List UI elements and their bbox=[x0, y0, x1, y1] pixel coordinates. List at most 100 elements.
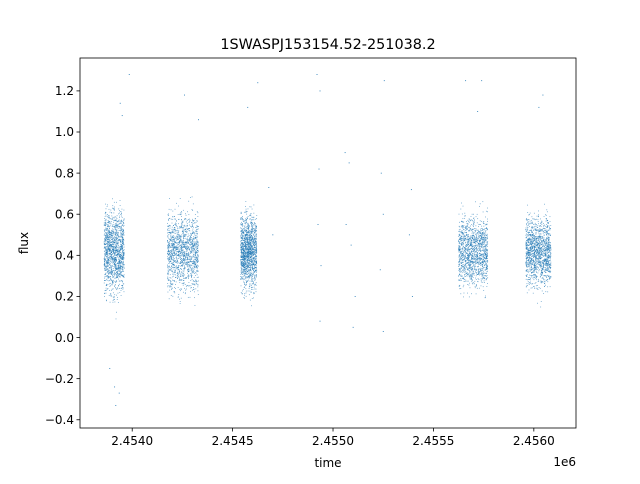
data-point bbox=[250, 214, 252, 216]
data-point bbox=[240, 249, 242, 251]
data-point bbox=[467, 269, 469, 271]
data-point bbox=[109, 260, 110, 262]
data-point bbox=[255, 230, 257, 232]
data-point bbox=[177, 253, 179, 255]
data-point bbox=[177, 261, 179, 263]
data-point bbox=[109, 301, 111, 303]
data-point bbox=[113, 249, 114, 251]
data-point bbox=[459, 260, 460, 262]
data-point bbox=[107, 225, 109, 227]
data-point bbox=[176, 232, 178, 234]
data-point bbox=[481, 227, 483, 229]
data-point bbox=[241, 234, 242, 235]
data-point bbox=[463, 277, 465, 279]
data-point bbox=[464, 255, 466, 257]
data-point bbox=[250, 261, 251, 263]
data-point bbox=[107, 241, 109, 243]
data-point bbox=[196, 220, 198, 222]
data-point bbox=[484, 249, 486, 251]
data-point bbox=[104, 255, 106, 257]
data-point bbox=[112, 247, 114, 249]
data-point bbox=[104, 258, 106, 260]
data-point bbox=[245, 238, 246, 240]
data-point bbox=[106, 216, 108, 218]
data-point bbox=[240, 228, 242, 229]
data-point bbox=[256, 251, 258, 253]
data-point bbox=[113, 297, 115, 299]
data-point bbox=[196, 277, 198, 278]
data-point bbox=[188, 271, 190, 273]
data-point bbox=[462, 264, 464, 265]
data-point bbox=[109, 263, 111, 265]
data-point bbox=[122, 258, 123, 260]
data-point bbox=[173, 257, 174, 259]
data-point bbox=[471, 223, 473, 225]
data-point bbox=[167, 271, 169, 273]
data-point bbox=[465, 262, 467, 264]
data-point bbox=[188, 228, 190, 230]
data-point bbox=[172, 259, 173, 261]
data-point bbox=[104, 237, 105, 239]
data-point bbox=[250, 228, 252, 230]
data-point bbox=[243, 269, 245, 270]
data-point bbox=[482, 273, 484, 275]
data-point bbox=[247, 247, 249, 249]
data-point bbox=[109, 255, 111, 257]
data-point bbox=[118, 267, 120, 269]
data-point bbox=[484, 239, 485, 241]
data-point bbox=[119, 229, 121, 231]
data-point bbox=[178, 257, 180, 259]
data-point bbox=[250, 233, 252, 235]
data-point bbox=[121, 279, 123, 281]
data-point bbox=[481, 233, 483, 235]
data-point bbox=[467, 240, 469, 242]
data-point bbox=[194, 284, 196, 286]
data-point bbox=[112, 280, 114, 282]
data-point bbox=[103, 259, 105, 261]
data-point bbox=[480, 248, 482, 250]
data-point bbox=[187, 241, 189, 243]
data-point bbox=[246, 248, 248, 250]
data-point bbox=[181, 223, 182, 225]
data-point bbox=[255, 267, 257, 269]
data-point bbox=[189, 285, 190, 287]
data-point bbox=[103, 282, 105, 284]
data-point bbox=[168, 258, 170, 260]
data-point bbox=[244, 260, 246, 262]
data-point bbox=[113, 262, 115, 263]
data-point bbox=[117, 232, 119, 234]
data-point bbox=[194, 222, 196, 224]
data-point bbox=[462, 259, 464, 260]
data-point bbox=[105, 287, 107, 289]
data-point bbox=[178, 255, 180, 257]
data-point bbox=[108, 252, 110, 254]
data-point bbox=[180, 236, 181, 238]
data-point bbox=[247, 290, 249, 292]
data-point bbox=[104, 245, 106, 247]
data-point bbox=[249, 269, 251, 270]
data-point bbox=[189, 250, 191, 252]
data-point bbox=[173, 252, 175, 254]
data-point bbox=[106, 249, 108, 251]
data-point bbox=[113, 252, 115, 254]
data-point bbox=[479, 203, 481, 205]
data-point bbox=[105, 237, 107, 239]
data-point bbox=[192, 232, 194, 234]
data-point bbox=[174, 218, 176, 220]
data-point bbox=[188, 247, 189, 249]
data-point bbox=[104, 259, 106, 261]
data-point bbox=[468, 258, 469, 260]
data-point bbox=[247, 255, 249, 257]
data-point bbox=[249, 263, 251, 265]
data-point bbox=[167, 247, 169, 248]
data-point bbox=[249, 263, 251, 264]
data-point bbox=[112, 245, 114, 247]
data-point bbox=[116, 272, 118, 274]
data-point bbox=[172, 263, 174, 265]
data-point bbox=[121, 266, 123, 268]
data-point bbox=[486, 242, 488, 243]
data-point bbox=[245, 234, 247, 235]
data-point bbox=[183, 273, 185, 275]
data-point bbox=[255, 275, 257, 277]
data-point bbox=[114, 253, 116, 254]
